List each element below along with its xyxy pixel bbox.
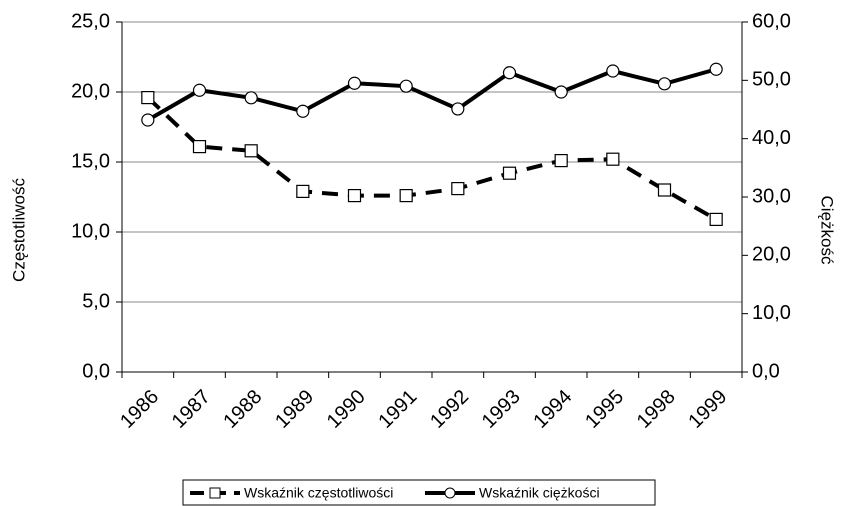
legend-label: Wskaźnik ciężkości <box>479 485 600 501</box>
point <box>296 104 310 118</box>
x-tick-label: 1987 <box>168 386 215 433</box>
x-tick-label: 1990 <box>323 386 370 433</box>
y2-tick-label: 40,0 <box>752 127 791 149</box>
point <box>141 113 155 127</box>
point <box>554 154 568 168</box>
point <box>451 182 465 196</box>
y2-tick-label: 10,0 <box>752 302 791 324</box>
point <box>192 140 207 154</box>
y-axis-title: Częstotliwość <box>9 178 28 282</box>
point <box>606 152 620 166</box>
point <box>502 166 517 180</box>
x-tick-label: 1988 <box>219 386 266 433</box>
point <box>399 79 413 93</box>
x-tick-label: 1995 <box>581 386 628 433</box>
y-tick-label: 0,0 <box>82 360 110 382</box>
point <box>141 90 155 105</box>
point <box>502 66 517 80</box>
point <box>657 77 672 91</box>
series-line <box>146 67 717 122</box>
point <box>399 189 413 203</box>
point <box>606 64 620 78</box>
y2-tick-label: 30,0 <box>752 185 791 207</box>
y-tick-label: 15,0 <box>71 150 110 172</box>
point <box>709 62 723 76</box>
point <box>709 212 723 226</box>
x-tick-label: 1993 <box>478 386 525 433</box>
y2-tick-label: 0,0 <box>752 360 780 382</box>
point <box>192 83 207 97</box>
x-tick-label: 1991 <box>374 386 421 433</box>
x-tick-label: 1998 <box>633 386 680 433</box>
legend-marker <box>444 487 456 499</box>
y-tick-label: 10,0 <box>71 220 110 242</box>
x-tick-label: 1989 <box>271 386 318 433</box>
legend-marker <box>209 487 221 499</box>
y2-tick-label: 50,0 <box>752 69 791 91</box>
point <box>296 184 310 198</box>
y2-axis-title: Ciężkość <box>818 196 837 265</box>
point <box>244 91 258 105</box>
series-line <box>146 96 718 222</box>
x-tick-label: 1999 <box>684 386 731 433</box>
x-tick-label: 1986 <box>116 386 163 433</box>
point <box>657 183 672 197</box>
y2-tick-label: 20,0 <box>752 244 791 266</box>
point <box>347 189 362 203</box>
legend-box <box>182 479 656 506</box>
point <box>347 76 362 90</box>
point <box>244 144 258 158</box>
x-tick-label: 1994 <box>529 386 576 433</box>
x-tick-label: 1992 <box>426 386 473 433</box>
point <box>451 102 465 116</box>
y-tick-label: 20,0 <box>71 80 110 102</box>
y-tick-label: 5,0 <box>82 290 110 312</box>
y2-tick-label: 60,0 <box>752 10 791 32</box>
point <box>554 85 568 99</box>
y-tick-label: 25,0 <box>71 10 110 32</box>
legend-label: Wskaźnik częstotliwości <box>244 485 393 501</box>
